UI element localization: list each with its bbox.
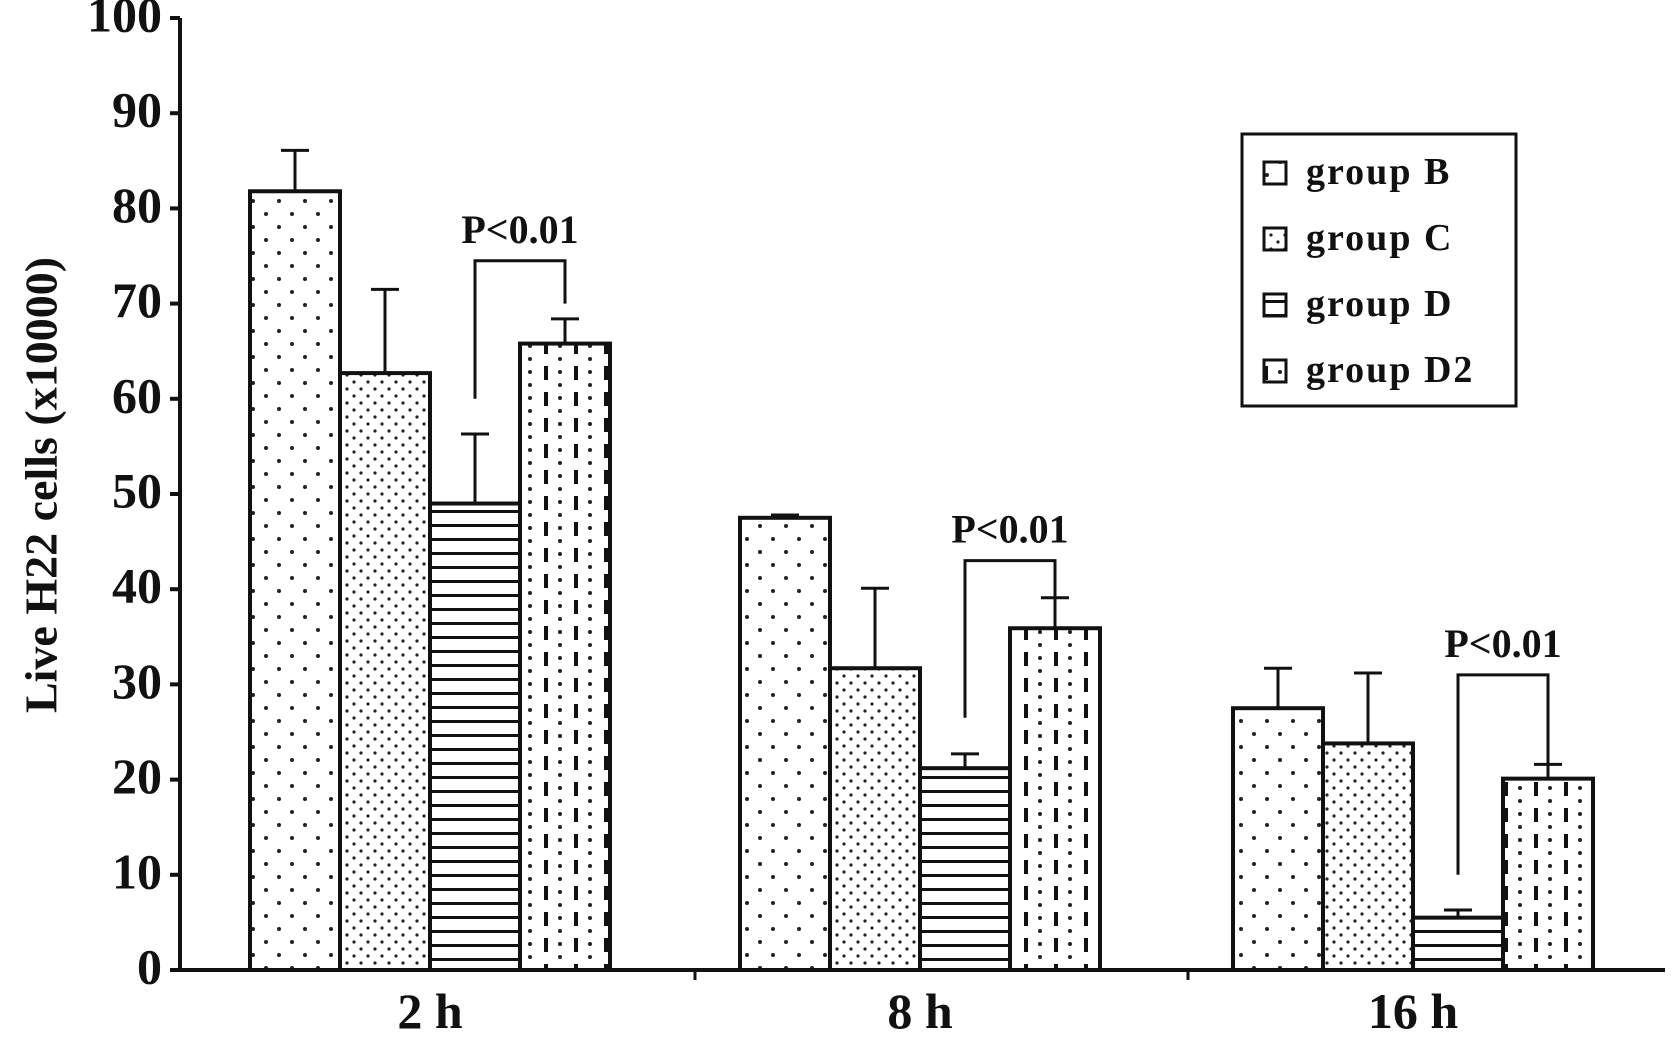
- x-category-label: 16 h: [1368, 983, 1459, 1039]
- bar-group-c-8h: [828, 666, 922, 972]
- y-tick-label: 90: [112, 82, 162, 138]
- bar-group-b-8h: [738, 515, 832, 972]
- y-tick-label: 20: [112, 748, 162, 804]
- plot-area: 0 10 20 30 40 50 60 70 80 90 100 2 h 8 h 16 h P<0.01 P<…: [87, 0, 1665, 1039]
- significance-bracket: [963, 559, 1057, 718]
- legend-box: [1240, 132, 1518, 408]
- bar-group-d-16h: [1411, 915, 1505, 973]
- y-tick-label: 30: [112, 653, 162, 709]
- significance-label: P<0.01: [1444, 621, 1561, 666]
- significance-bracket: [1456, 673, 1550, 875]
- x-category-label: 2 h: [397, 983, 463, 1039]
- bar-group-d-8h: [918, 766, 1012, 973]
- legend-swatch: [1262, 226, 1288, 252]
- legend-label: group D: [1306, 283, 1453, 325]
- significance-label: P<0.01: [461, 207, 578, 252]
- y-tick-label: 40: [112, 558, 162, 614]
- bar-group-d2-8h: [1008, 626, 1102, 972]
- legend-swatch: [1262, 160, 1288, 186]
- bar-group-d2-2h: [518, 341, 612, 973]
- legend-label: group C: [1306, 217, 1453, 259]
- legend-swatch: [1262, 292, 1288, 318]
- y-axis-label: Live H22 cells (x10000): [16, 257, 67, 713]
- bar-group-c-2h: [338, 371, 432, 972]
- bar-group-d2-16h: [1501, 776, 1595, 973]
- bar-group-d-2h: [428, 501, 522, 972]
- legend-label: group D2: [1306, 349, 1474, 391]
- legend: group B group C group D group D2: [1240, 132, 1518, 408]
- significance-label: P<0.01: [951, 507, 1068, 552]
- y-tick-label: 10: [112, 843, 162, 899]
- y-tick-label: 60: [112, 367, 162, 423]
- legend-swatch: [1262, 358, 1288, 384]
- significance-bracket: [473, 259, 567, 399]
- bar-group-b-16h: [1231, 706, 1325, 972]
- y-tick-label: 50: [112, 462, 162, 518]
- y-tick-label: 70: [112, 272, 162, 328]
- legend-label: group B: [1306, 151, 1451, 193]
- y-tick-label: 80: [112, 177, 162, 233]
- y-tick-label: 100: [87, 0, 162, 42]
- bar-group-c-16h: [1321, 741, 1415, 973]
- bar-group-b-2h: [248, 189, 342, 973]
- x-category-label: 8 h: [887, 983, 953, 1039]
- y-tick-label: 0: [137, 938, 162, 994]
